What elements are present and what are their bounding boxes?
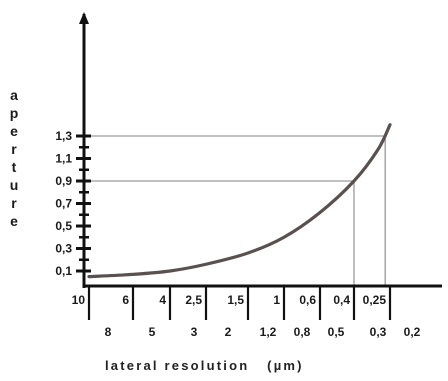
y-axis-arrow (79, 12, 89, 24)
x-tick-label-bottom: 3 (191, 325, 198, 339)
y-tick-label: 1,3 (55, 129, 72, 143)
curve-layer (87, 123, 392, 279)
x-tick-label-bottom: 0,8 (294, 325, 311, 339)
x-tick-label-top: 2,5 (185, 293, 202, 307)
x-axis-label: lateral resolution (µm) (105, 358, 304, 373)
y-axis-label-letter: r (11, 141, 17, 157)
reference-lines (84, 135, 386, 286)
x-tick-label-top: 10 (72, 293, 86, 307)
y-tick-label: 0,5 (55, 219, 72, 233)
x-tick-label-bottom: 1,2 (260, 325, 277, 339)
x-ticks: 10 6 4 2,5 1,5 1 0,6 0,4 0,25 8 5 3 2 1,2 0,8 0,5 0,3 0,2 (72, 285, 421, 339)
y-tick-label: 1,1 (55, 152, 72, 166)
y-axis-label-letter: e (10, 123, 18, 139)
x-tick-label-top: 4 (159, 293, 166, 307)
x-axis-label-text: lateral resolution (105, 358, 249, 373)
x-tick-label-bottom: 0,2 (404, 325, 421, 339)
x-tick-label-bottom: 0,3 (370, 325, 387, 339)
y-axis-label-letter: r (11, 195, 17, 211)
y-axis-label-letter: a (10, 87, 18, 103)
x-tick-label-top: 1 (273, 293, 280, 307)
aperture-curve (87, 123, 392, 279)
y-axis-label-letter: p (10, 105, 19, 121)
x-tick-label-top: 0,4 (333, 293, 350, 307)
axes (79, 12, 442, 288)
y-tick-label: 0,1 (55, 264, 72, 278)
x-tick-label-top: 6 (122, 293, 129, 307)
x-tick-label-top: 0,25 (363, 293, 387, 307)
x-tick-label-top: 1,5 (227, 293, 244, 307)
x-axis-unit: (µm) (267, 358, 304, 373)
y-axis-label-letter: e (10, 213, 18, 229)
x-tick-label-bottom: 2 (225, 325, 232, 339)
y-tick-label: 0,3 (55, 242, 72, 256)
y-ticks: 0,1 0,3 0,5 0,7 0,9 1,1 1,3 (55, 129, 91, 278)
x-tick-label-bottom: 0,5 (328, 325, 345, 339)
y-tick-label: 0,9 (55, 174, 72, 188)
y-axis-label-letter: t (12, 159, 17, 175)
x-tick-label-top: 0,6 (299, 293, 316, 307)
y-tick-label: 0,7 (55, 197, 72, 211)
x-tick-label-bottom: 5 (149, 325, 156, 339)
y-axis-label-letter: u (10, 177, 19, 193)
x-tick-label-bottom: 8 (105, 325, 112, 339)
